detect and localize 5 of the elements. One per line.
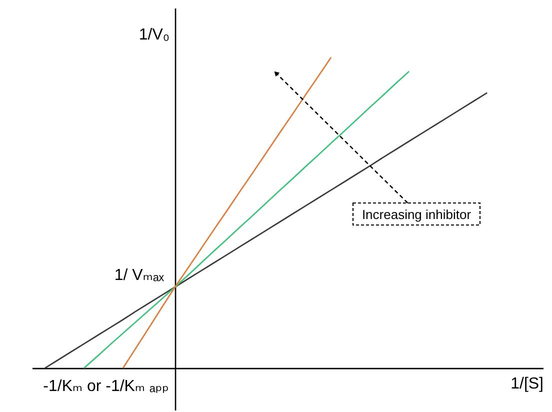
annotation: Increasing inhibitor bbox=[362, 207, 472, 222]
x-axis-title: 1/[S] bbox=[510, 376, 544, 393]
text: -1/Kₘ or -1/Kₘ ₐₚₚ bbox=[43, 378, 170, 396]
annotation: 1/ Vₘₐₓ bbox=[114, 266, 165, 284]
y-axis-title: 1/V₀ bbox=[138, 26, 170, 44]
